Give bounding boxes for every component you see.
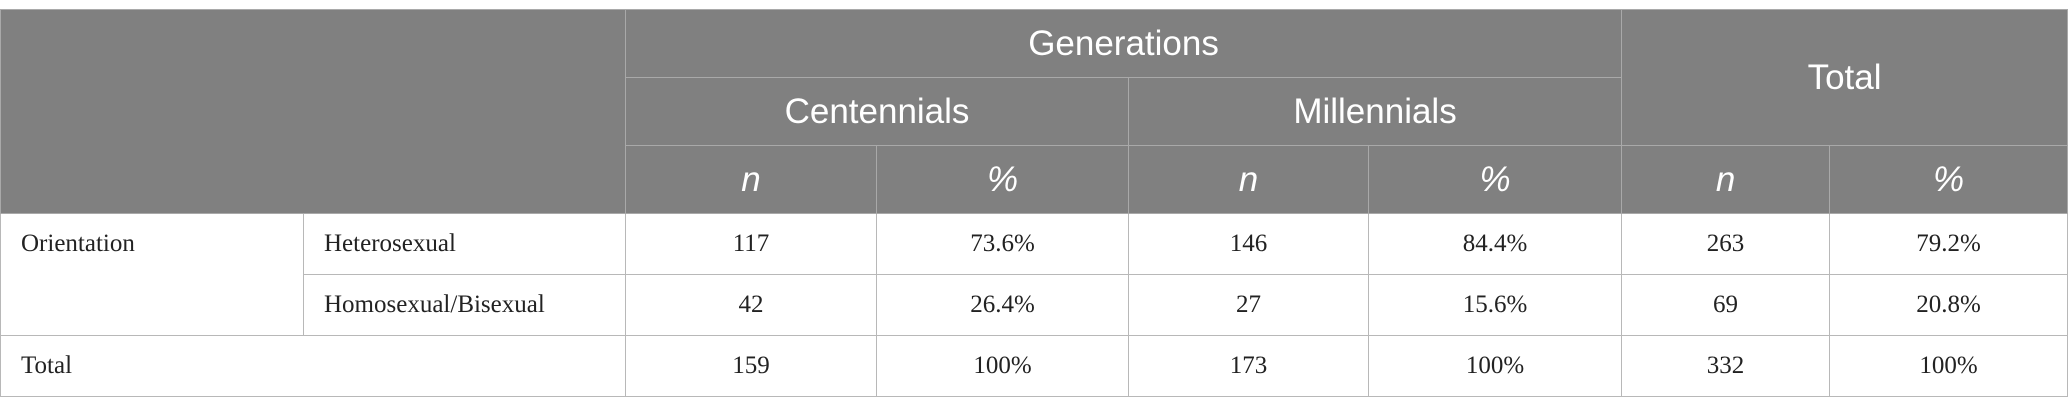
cell: 263 xyxy=(1621,213,1831,275)
cell: 69 xyxy=(1621,274,1831,336)
table-body: Orientation Heterosexual 117 73.6% 146 84.4… xyxy=(0,213,2068,397)
cell: 100% xyxy=(1829,335,2068,397)
cell: 73.6% xyxy=(876,213,1129,275)
cell: 84.4% xyxy=(1367,213,1623,275)
row-label: Heterosexual xyxy=(303,213,626,275)
cell: 27 xyxy=(1128,274,1369,336)
cell: 42 xyxy=(625,274,877,336)
total-header: Total xyxy=(1621,9,2068,146)
cell: 20.8% xyxy=(1829,274,2068,336)
stat-header: % xyxy=(1829,145,2068,214)
row-group: Orientation xyxy=(0,213,304,336)
subgroup-header: Centennials xyxy=(625,77,1129,146)
cell: 15.6% xyxy=(1367,274,1623,336)
row-label: Homosexual/Bisexual xyxy=(303,274,626,336)
group-header: Generations xyxy=(624,9,1623,78)
cell: 332 xyxy=(1621,335,1831,397)
cell: 173 xyxy=(1128,335,1369,397)
stat-header: n xyxy=(625,145,877,214)
cell: 159 xyxy=(625,335,877,397)
stat-header: n xyxy=(1128,145,1369,214)
cell: 117 xyxy=(625,213,877,275)
cell: 146 xyxy=(1128,213,1369,275)
cell: 26.4% xyxy=(876,274,1129,336)
subgroup-header: Millennials xyxy=(1127,77,1623,146)
corner-cell xyxy=(0,9,626,214)
cell: 100% xyxy=(1367,335,1623,397)
cell: 100% xyxy=(876,335,1129,397)
stat-header: n xyxy=(1621,145,1831,214)
stat-header: % xyxy=(1367,145,1623,214)
cell: 79.2% xyxy=(1829,213,2068,275)
data-table: Generations Total Centennials Millennial… xyxy=(0,9,2068,397)
stat-header: % xyxy=(876,145,1129,214)
row-label: Total xyxy=(0,335,626,397)
